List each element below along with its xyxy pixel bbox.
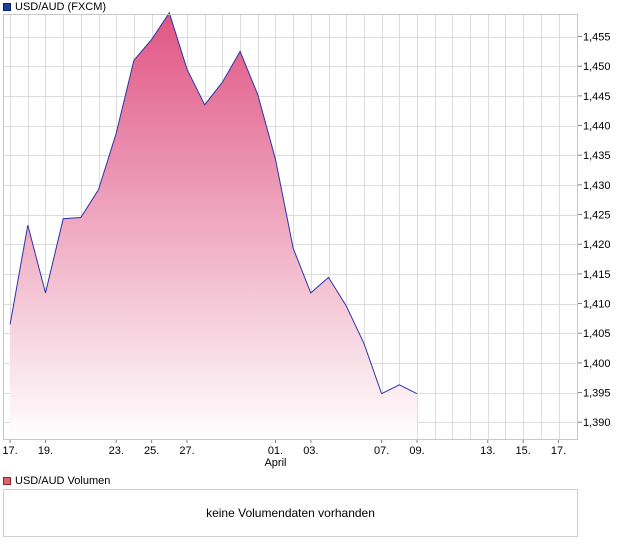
y-tick-label: 1,425 — [583, 210, 611, 222]
volume-legend: USD/AUD Volumen — [3, 474, 110, 488]
x-tick-label: 13. — [480, 445, 495, 457]
y-tick-label: 1,410 — [583, 299, 611, 311]
x-tick-label: 25. — [144, 445, 159, 457]
plot-frame — [3, 14, 578, 440]
y-tick-label: 1,455 — [583, 32, 611, 44]
month-label: April — [264, 457, 286, 469]
price-legend: USD/AUD (FXCM) — [3, 0, 106, 14]
x-tick-label: 17. — [551, 445, 566, 457]
volume-legend-swatch — [3, 477, 11, 485]
y-tick-label: 1,435 — [583, 150, 611, 162]
x-tick-label: 23. — [109, 445, 124, 457]
volume-legend-label: USD/AUD Volumen — [15, 475, 111, 487]
price-legend-label: USD/AUD (FXCM) — [15, 1, 107, 13]
price-legend-swatch — [3, 3, 11, 11]
volume-empty-message: keine Volumendaten vorhanden — [206, 506, 375, 520]
x-tick-label: 15. — [516, 445, 531, 457]
price-line — [9, 11, 418, 395]
x-tick-label: 19. — [38, 445, 53, 457]
x-tick-label: 07. — [374, 445, 389, 457]
x-tick-label: 27. — [179, 445, 194, 457]
price-chart: 1,455 1,450 1,445 1,440 1,435 1,430 1,425 1,420… — [2, 11, 611, 469]
y-tick-label: 1,395 — [583, 388, 611, 400]
x-tick-label: 09. — [409, 445, 424, 457]
x-tick-label: 03. — [303, 445, 318, 457]
y-tick-label: 1,420 — [583, 239, 611, 251]
y-tick-label: 1,400 — [583, 358, 611, 370]
y-tick-label: 1,450 — [583, 61, 611, 73]
y-tick-label: 1,405 — [583, 328, 611, 340]
y-tick-label: 1,415 — [583, 269, 611, 281]
x-tick-label: 01. — [268, 445, 283, 457]
y-tick-label: 1,430 — [583, 180, 611, 192]
area-fill — [10, 12, 417, 441]
volume-panel: keine Volumendaten vorhanden — [3, 489, 578, 537]
y-tick-label: 1,445 — [583, 91, 611, 103]
y-tick-label: 1,390 — [583, 417, 611, 429]
x-tick-label: 17. — [2, 445, 17, 457]
y-tick-label: 1,440 — [583, 121, 611, 133]
